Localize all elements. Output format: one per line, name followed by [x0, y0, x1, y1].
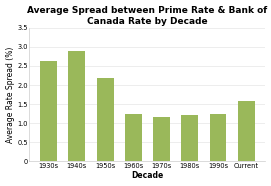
Bar — [181, 115, 198, 161]
X-axis label: Decade: Decade — [131, 171, 163, 180]
Bar — [238, 101, 255, 161]
Bar — [40, 61, 57, 161]
Bar — [125, 114, 142, 161]
Y-axis label: Average Rate Spread (%): Average Rate Spread (%) — [6, 46, 15, 143]
Title: Average Spread between Prime Rate & Bank of
Canada Rate by Decade: Average Spread between Prime Rate & Bank… — [27, 6, 267, 26]
Bar — [209, 114, 227, 161]
Bar — [68, 51, 85, 161]
Bar — [96, 78, 114, 161]
Bar — [153, 117, 170, 161]
